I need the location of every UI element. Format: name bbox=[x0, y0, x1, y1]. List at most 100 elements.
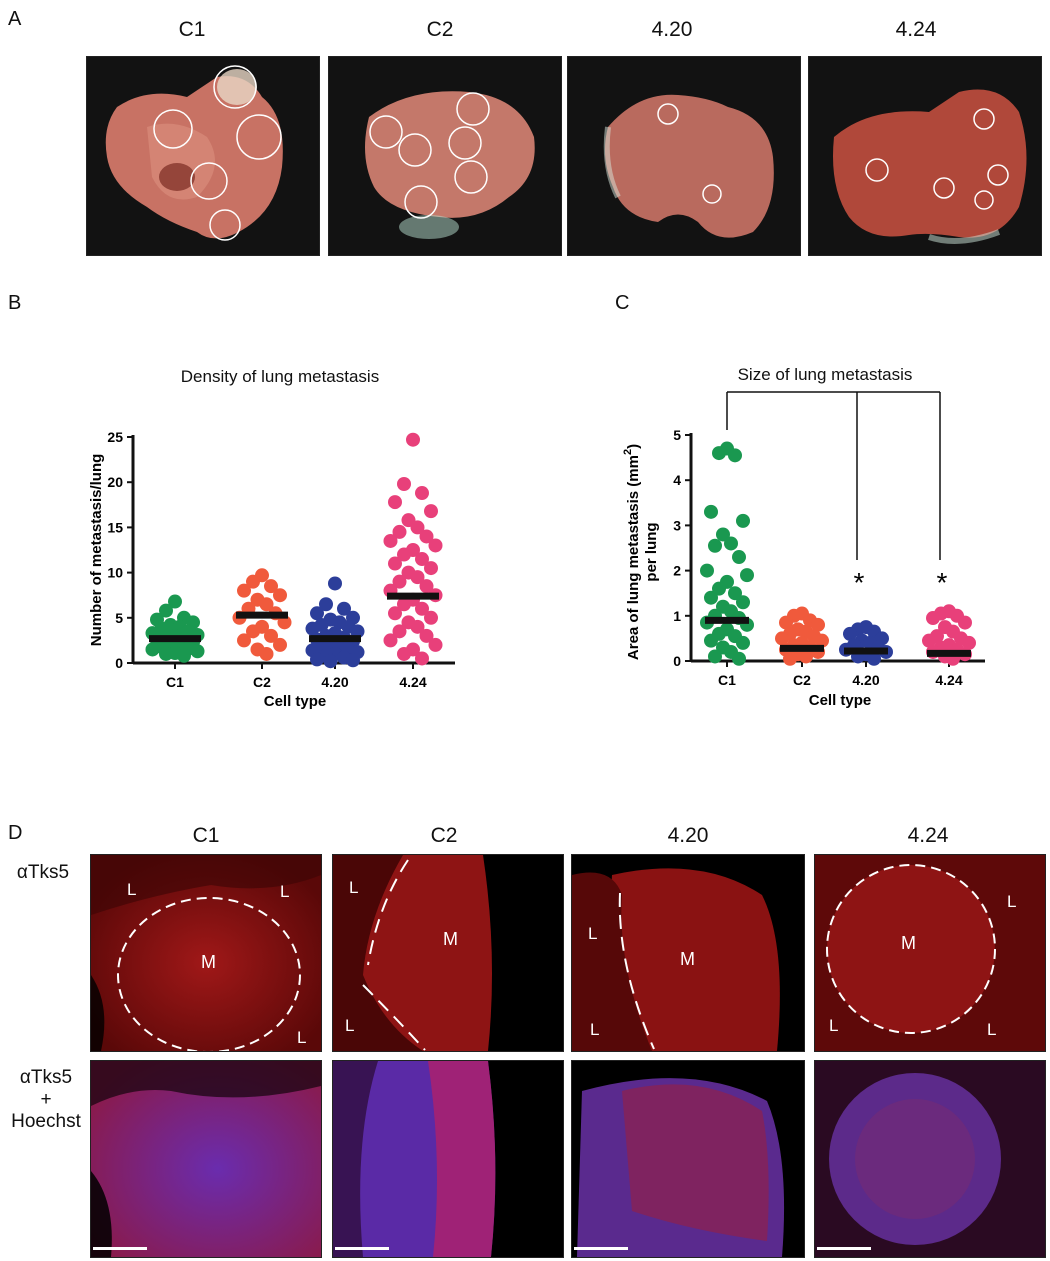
data-point bbox=[724, 536, 738, 551]
data-point bbox=[264, 628, 278, 643]
data-point bbox=[406, 432, 420, 447]
row-label-tks5-line: αTks5 bbox=[19, 1067, 73, 1088]
panel-a-col-c1: C1 bbox=[178, 18, 206, 41]
data-point bbox=[392, 624, 407, 639]
panel-letter-d: D bbox=[8, 822, 23, 844]
y-tick-label: 25 bbox=[107, 429, 123, 445]
tks5-hoechst-image-420 bbox=[571, 1060, 805, 1258]
region-label-lung: L bbox=[280, 882, 289, 901]
lung-photo-c1 bbox=[86, 56, 320, 256]
data-point bbox=[704, 504, 718, 519]
data-point bbox=[145, 642, 160, 657]
x-tick-label: 4.24 bbox=[399, 674, 426, 690]
chart-b-xlabel: Cell type bbox=[264, 693, 327, 710]
data-point bbox=[273, 637, 287, 652]
data-point bbox=[843, 626, 857, 641]
region-label-lung: L bbox=[590, 1020, 599, 1039]
region-label-metastasis: M bbox=[443, 929, 458, 949]
data-point bbox=[397, 547, 411, 562]
panel-letter-b: B bbox=[8, 292, 22, 314]
lung-photo-420 bbox=[567, 56, 801, 256]
chart-c-xlabel: Cell type bbox=[809, 692, 872, 709]
data-point bbox=[736, 513, 750, 528]
chart-b: Number of metastasis/lung Cell type 0 5 10… bbox=[0, 390, 520, 725]
data-point bbox=[716, 527, 730, 542]
data-point bbox=[811, 617, 825, 632]
panel-a-col-424: 4.24 bbox=[895, 18, 937, 41]
data-point bbox=[736, 595, 750, 610]
data-point bbox=[962, 635, 976, 650]
data-point bbox=[383, 533, 398, 548]
data-point bbox=[708, 649, 722, 664]
data-point bbox=[732, 550, 746, 565]
tks5-hoechst-image-424 bbox=[814, 1060, 1046, 1258]
y-tick-label: 20 bbox=[107, 474, 123, 490]
chart-b-ylabel: Number of metastasis/lung bbox=[88, 454, 105, 647]
significance-star: * bbox=[937, 567, 948, 598]
data-point bbox=[415, 486, 429, 501]
data-point bbox=[775, 631, 789, 646]
data-point bbox=[259, 646, 274, 661]
data-point bbox=[867, 651, 881, 666]
x-tick-label: 4.20 bbox=[321, 674, 348, 690]
scale-bar bbox=[335, 1247, 389, 1250]
data-point bbox=[159, 646, 173, 661]
tks5-image-420: L L M bbox=[571, 854, 805, 1052]
data-point bbox=[319, 597, 333, 612]
data-point bbox=[708, 538, 722, 553]
panel-d-col-c2: C2 bbox=[430, 824, 458, 847]
data-point bbox=[926, 611, 940, 626]
region-label-lung: L bbox=[987, 1020, 996, 1039]
tks5-image-c2: L L M bbox=[332, 854, 564, 1052]
data-point bbox=[310, 606, 324, 621]
data-point bbox=[799, 649, 813, 664]
data-point bbox=[419, 628, 434, 643]
scale-bar bbox=[817, 1247, 871, 1250]
region-label-lung: L bbox=[588, 924, 597, 943]
tks5-hoechst-image-c2 bbox=[332, 1060, 564, 1258]
x-tick-label: 4.24 bbox=[935, 672, 962, 688]
data-point bbox=[419, 579, 434, 594]
data-point bbox=[305, 621, 320, 636]
data-point bbox=[273, 588, 287, 603]
lung-photo-424 bbox=[808, 56, 1042, 256]
data-point bbox=[346, 653, 360, 668]
data-point bbox=[392, 524, 407, 539]
chart-c-title: Size of lung metastasis bbox=[737, 365, 913, 384]
significance-star: * bbox=[854, 567, 865, 598]
x-tick-label: C2 bbox=[253, 674, 271, 690]
y-tick-label: 3 bbox=[673, 517, 681, 533]
data-point bbox=[419, 529, 434, 544]
data-point bbox=[415, 552, 429, 567]
data-point bbox=[740, 568, 754, 583]
x-tick-label: C2 bbox=[793, 672, 811, 688]
y-tick-label: 4 bbox=[673, 472, 681, 488]
data-point bbox=[388, 495, 402, 510]
region-label-metastasis: M bbox=[201, 952, 216, 972]
y-tick-label: 1 bbox=[673, 608, 681, 624]
data-point bbox=[388, 606, 402, 621]
data-point bbox=[237, 633, 251, 648]
chart-c-ylabel-line2: per lung bbox=[643, 522, 660, 581]
data-point bbox=[159, 603, 173, 618]
tks5-image-c1: L L L M bbox=[90, 854, 322, 1052]
data-point bbox=[397, 597, 411, 612]
tks5-image-424: L L L M bbox=[814, 854, 1046, 1052]
data-point bbox=[428, 538, 443, 553]
row-label-tks5-hoechst: αTks5 + Hoechst bbox=[0, 1067, 92, 1133]
y-tick-label: 0 bbox=[673, 653, 681, 669]
region-label-lung: L bbox=[127, 880, 136, 899]
data-point bbox=[424, 504, 438, 519]
data-point bbox=[177, 648, 191, 663]
data-point bbox=[392, 574, 407, 589]
data-point bbox=[246, 574, 260, 589]
data-point bbox=[168, 594, 182, 609]
y-tick-label: 10 bbox=[107, 565, 123, 581]
region-label-metastasis: M bbox=[680, 949, 695, 969]
region-label-lung: L bbox=[1007, 892, 1016, 911]
data-point bbox=[704, 633, 718, 648]
row-label-hoechst: Hoechst bbox=[11, 1111, 81, 1132]
chart-b-title: Density of lung metastasis bbox=[180, 367, 380, 386]
data-point bbox=[337, 601, 351, 616]
data-point bbox=[712, 581, 726, 596]
